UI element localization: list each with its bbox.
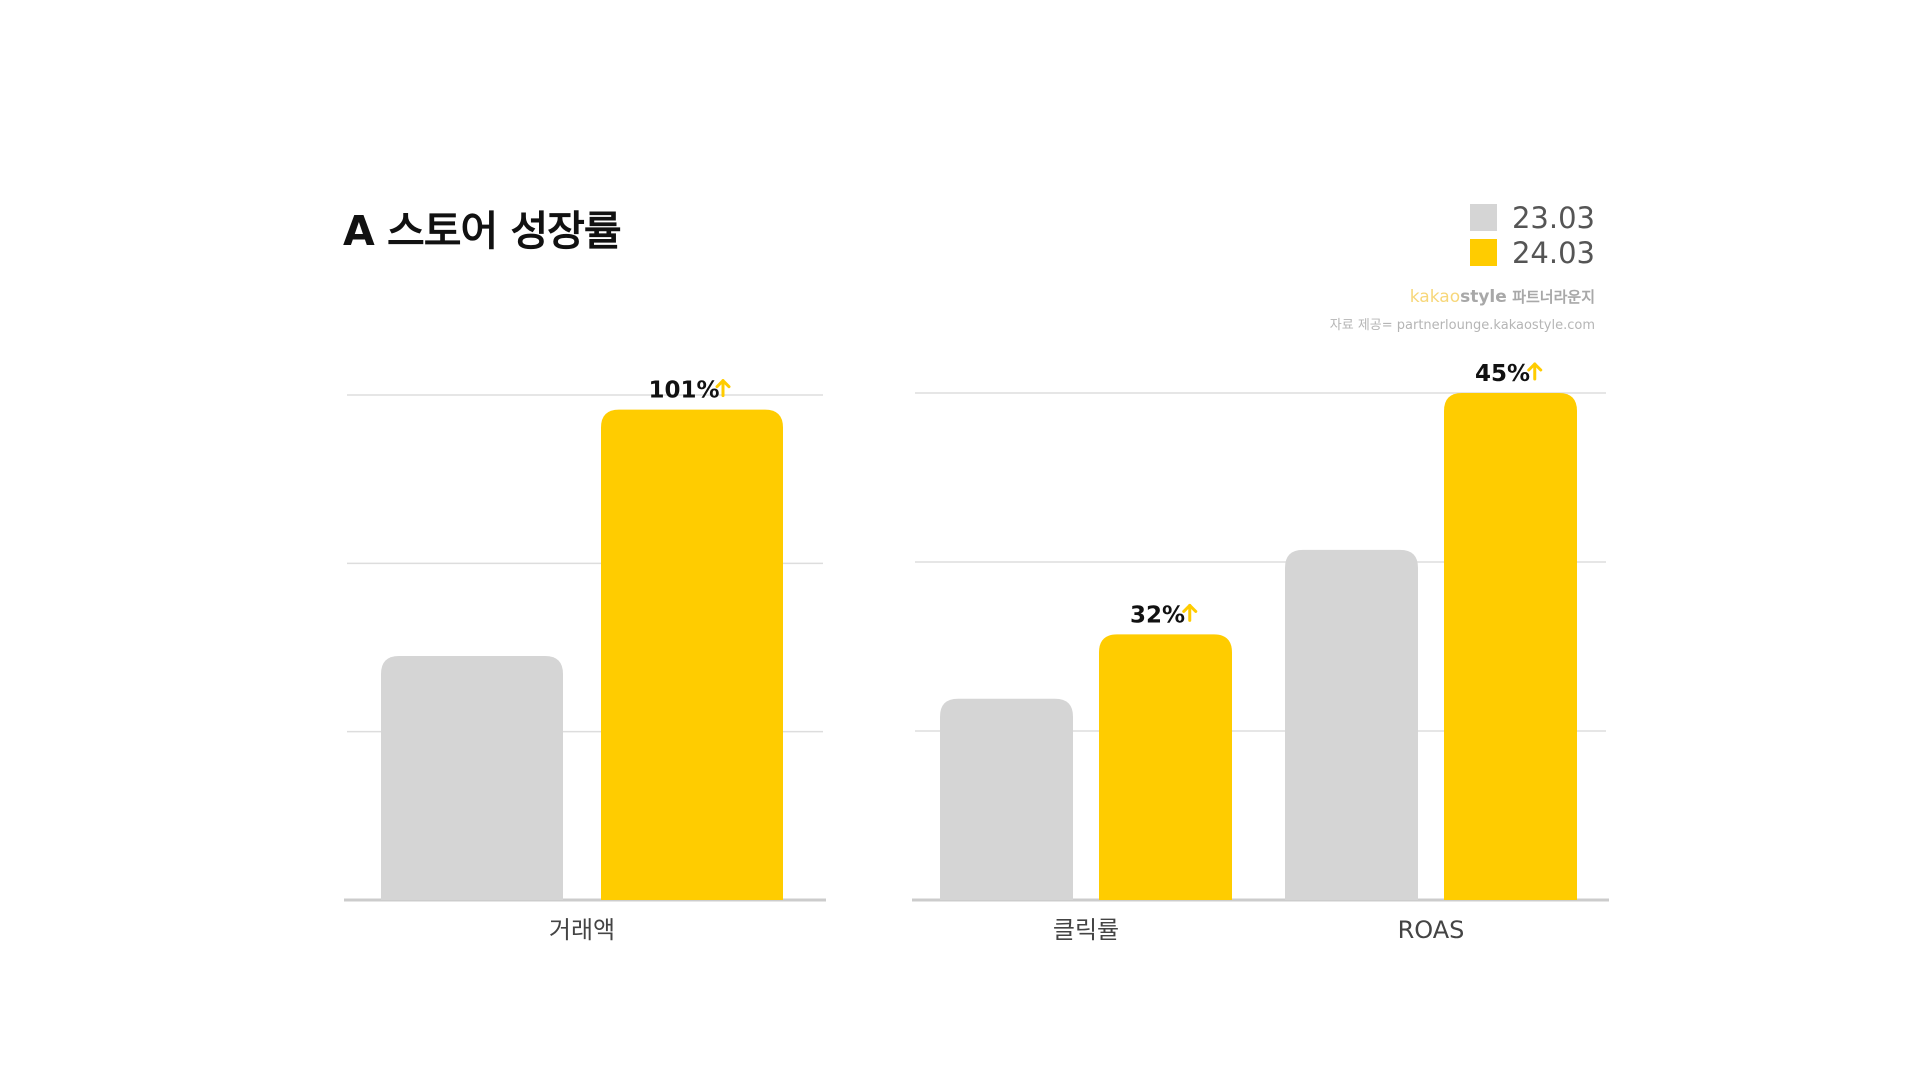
legend: 23.03 24.03 bbox=[1469, 200, 1595, 270]
up-arrow-icon bbox=[715, 379, 731, 398]
brand-kakao: kakao bbox=[1409, 287, 1461, 307]
up-arrow-icon bbox=[1527, 362, 1543, 381]
bar-24-03-11 bbox=[1444, 393, 1577, 900]
bar-23-03-0 bbox=[381, 656, 563, 900]
up-arrow-head bbox=[1182, 603, 1198, 613]
x-tick-label: ROAS bbox=[1398, 916, 1465, 944]
legend-item-23-03: 23.03 bbox=[1469, 200, 1595, 235]
brand-style: style bbox=[1460, 287, 1507, 307]
legend-label-23-03: 23.03 bbox=[1511, 200, 1595, 235]
growth-label: 101% bbox=[648, 378, 719, 404]
legend-item-24-03: 24.03 bbox=[1469, 235, 1595, 270]
up-arrow-head bbox=[1527, 362, 1543, 372]
bar-23-03-10 bbox=[940, 698, 1073, 900]
up-arrow-icon bbox=[1182, 603, 1198, 622]
growth-label: 32% bbox=[1130, 602, 1185, 628]
brand-sub: 파트너라운지 bbox=[1512, 288, 1595, 306]
brand-logo: kakaostyle 파트너라운지 bbox=[1330, 286, 1595, 308]
bar-24-03-10 bbox=[1099, 634, 1232, 900]
bar-24-03-0 bbox=[601, 409, 783, 900]
x-tick-label: 클릭률 bbox=[1053, 916, 1119, 944]
bar-23-03-11 bbox=[1285, 549, 1418, 900]
source-note: 자료 제공= partnerlounge.kakaostyle.com bbox=[1329, 318, 1595, 333]
credit: kakaostyle 파트너라운지 자료 제공= partnerlounge.k… bbox=[1330, 286, 1595, 333]
legend-swatch-24-03 bbox=[1469, 239, 1497, 266]
up-arrow-head bbox=[715, 379, 731, 389]
legend-swatch-23-03 bbox=[1469, 204, 1497, 231]
growth-label: 45% bbox=[1475, 361, 1530, 387]
legend-label-24-03: 24.03 bbox=[1511, 235, 1595, 270]
chart-title: A 스토어 성장률 bbox=[343, 207, 622, 255]
x-tick-label: 거래액 bbox=[549, 916, 615, 944]
